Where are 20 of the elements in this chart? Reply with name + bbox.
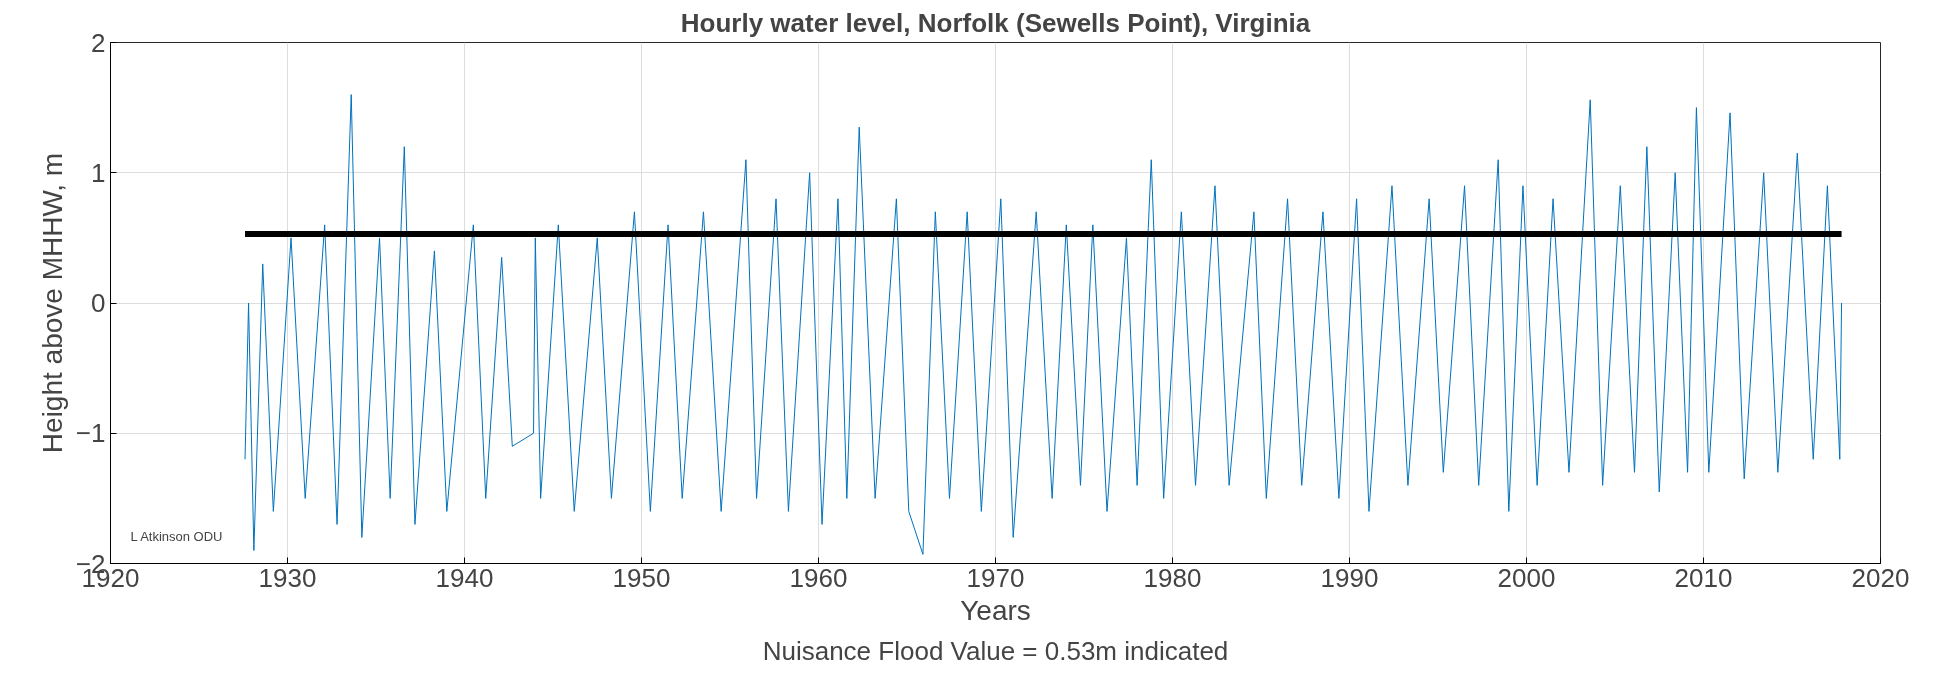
y-tick-label: −1 xyxy=(75,418,106,449)
x-tick-label: 1930 xyxy=(258,562,317,593)
line-series xyxy=(244,94,1843,555)
x-tick-label: 1970 xyxy=(966,562,1025,593)
x-tick-label: 1940 xyxy=(435,562,494,593)
y-tick-label: 2 xyxy=(91,27,106,58)
x-tick-label: 2020 xyxy=(1851,562,1910,593)
x-tick-label: 1980 xyxy=(1143,562,1202,593)
y-tick-label: 1 xyxy=(91,157,106,188)
annotation: L Atkinson ODU xyxy=(130,528,223,544)
x-tick-label: 1960 xyxy=(789,562,848,593)
x-axis-title: Years xyxy=(960,594,1031,626)
chart-title: Hourly water level, Norfolk (Sewells Point), Virginia xyxy=(680,7,1311,38)
x-tick-label: 2010 xyxy=(1674,562,1733,593)
x-tick-label: 1950 xyxy=(612,562,671,593)
text: Nuisance Flood Value = 0.53m indicated xyxy=(762,635,1229,666)
x-tick-label: 2000 xyxy=(1497,562,1556,593)
y-tick-label: 0 xyxy=(91,288,106,318)
y-axis-title: Height above MHHW, m xyxy=(36,152,68,454)
x-tick-label: 1990 xyxy=(1320,562,1379,593)
